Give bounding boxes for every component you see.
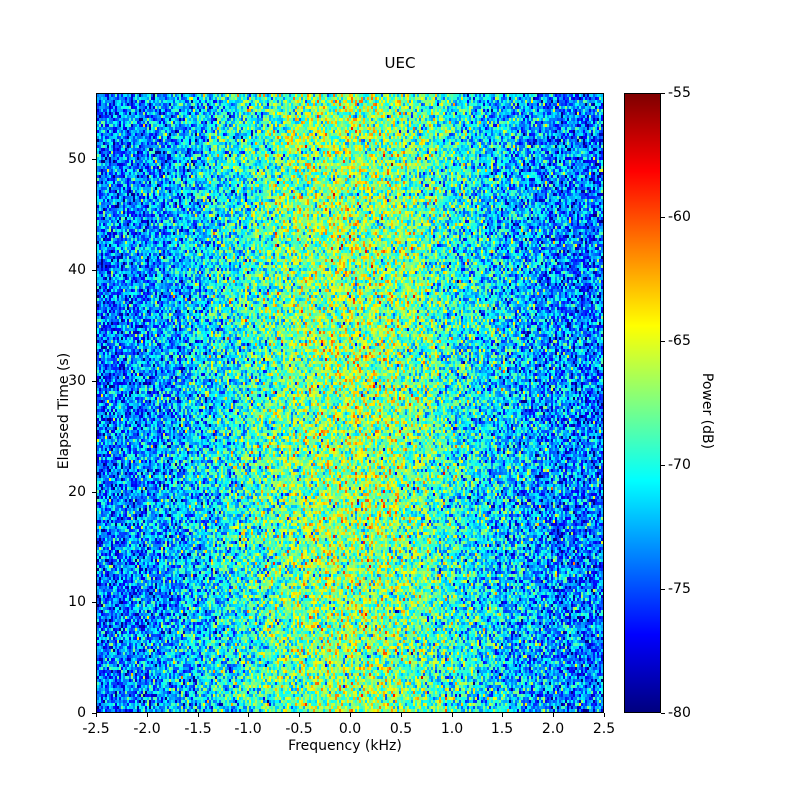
colorbar-tick-mark: [661, 465, 665, 466]
power-colorbar: [624, 93, 661, 713]
colorbar-tick-label: -80: [668, 705, 691, 721]
x-tick-mark: [502, 713, 503, 717]
x-tick-mark: [350, 713, 351, 717]
x-tick-mark: [299, 713, 300, 717]
x-tick-label: -1.5: [184, 721, 212, 737]
x-tick-mark: [553, 713, 554, 717]
x-tick-label: -1.0: [234, 721, 262, 737]
colorbar-tick-label: -65: [668, 333, 691, 349]
x-tick-label: -0.5: [285, 721, 313, 737]
y-tick-label: 20: [68, 484, 86, 500]
x-axis-label-text: Frequency (kHz): [288, 738, 402, 754]
x-tick-mark: [147, 713, 148, 717]
colorbar-tick-mark: [661, 713, 665, 714]
x-tick-label: 1.0: [440, 721, 464, 737]
x-tick-mark: [604, 713, 605, 717]
y-tick-label: 10: [68, 594, 86, 610]
y-tick-label: 0: [77, 705, 86, 721]
colorbar-label: Power (dB): [699, 372, 715, 450]
y-tick-label: 50: [68, 151, 86, 167]
spectrogram-plot-area: [96, 93, 604, 713]
y-tick-mark: [92, 492, 96, 493]
x-tick-label: 2.0: [541, 721, 565, 737]
colorbar-tick-label: -60: [668, 209, 691, 225]
x-tick-mark: [198, 713, 199, 717]
x-tick-label: 2.5: [592, 721, 616, 737]
y-tick-label: 30: [68, 373, 86, 389]
colorbar-tick-mark: [661, 217, 665, 218]
x-tick-label: 0.0: [338, 721, 362, 737]
colorbar-tick-mark: [661, 589, 665, 590]
x-tick-mark: [401, 713, 402, 717]
x-tick-label: 0.5: [389, 721, 413, 737]
x-axis-label: Frequency (kHz): [0, 738, 800, 754]
y-tick-mark: [92, 159, 96, 160]
x-tick-mark: [96, 713, 97, 717]
y-axis-label: Elapsed Time (s): [56, 352, 72, 470]
y-tick-mark: [92, 270, 96, 271]
colorbar-tick-mark: [661, 93, 665, 94]
x-tick-mark: [452, 713, 453, 717]
y-tick-label: 40: [68, 262, 86, 278]
title-line-station: UEC: [384, 54, 416, 72]
colorbar-tick-label: -75: [668, 581, 691, 597]
colorbar-tick-label: -55: [668, 85, 691, 101]
colorbar-tick-label: -70: [668, 457, 691, 473]
y-tick-mark: [92, 713, 96, 714]
y-tick-mark: [92, 381, 96, 382]
x-tick-label: -2.5: [82, 721, 110, 737]
x-tick-label: 1.5: [490, 721, 514, 737]
spectrogram-heatmap: [97, 94, 603, 712]
colorbar-tick-mark: [661, 341, 665, 342]
x-tick-mark: [248, 713, 249, 717]
x-tick-label: -2.0: [133, 721, 161, 737]
y-tick-mark: [92, 602, 96, 603]
colorbar-gradient: [625, 94, 660, 712]
